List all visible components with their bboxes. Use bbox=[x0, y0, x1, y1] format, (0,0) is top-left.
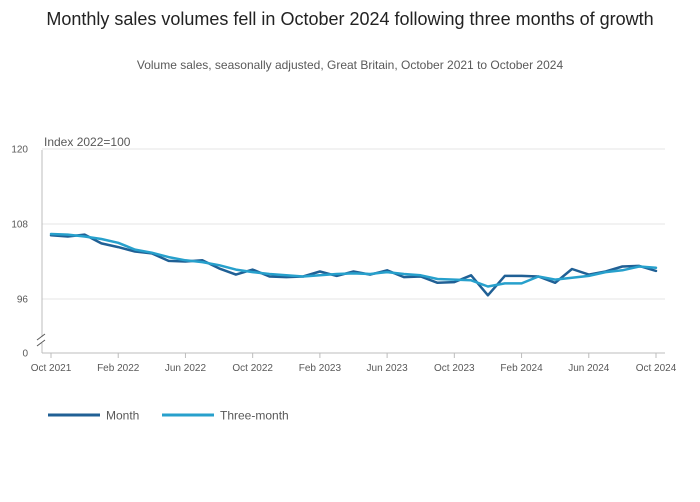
series-line-month bbox=[49, 233, 658, 297]
x-axis: Oct 2021 Feb 2022 Jun 2022 Oct 2022 Feb 2023… bbox=[31, 352, 677, 374]
x-tick-label: Oct 2024 bbox=[636, 363, 677, 374]
y-tick-label: 96 bbox=[17, 295, 29, 306]
y-tick-label: 120 bbox=[11, 145, 28, 156]
x-tick-label: Jun 2022 bbox=[165, 363, 207, 374]
x-tick-label: Oct 2023 bbox=[434, 363, 475, 374]
y-tick-label: 108 bbox=[11, 220, 28, 231]
y-tick-label: 0 bbox=[22, 349, 28, 360]
series-lines bbox=[49, 232, 658, 297]
y-axis-label: Index 2022=100 bbox=[44, 135, 131, 149]
axis-break-icon bbox=[36, 333, 46, 347]
x-tick-label: Jun 2024 bbox=[568, 363, 610, 374]
y-axis: 120 108 96 0 Index 2022=100 bbox=[11, 135, 130, 360]
series-line-three-month bbox=[49, 232, 658, 288]
x-tick-label: Feb 2022 bbox=[97, 363, 140, 374]
legend-label: Three-month bbox=[220, 409, 289, 423]
x-tick-label: Feb 2024 bbox=[500, 363, 543, 374]
chart-subtitle: Volume sales, seasonally adjusted, Great… bbox=[136, 58, 564, 72]
gridlines bbox=[42, 148, 665, 300]
legend: Month Three-month bbox=[48, 409, 289, 423]
x-tick-label: Jun 2023 bbox=[367, 363, 409, 374]
x-tick-label: Oct 2021 bbox=[31, 363, 72, 374]
legend-label: Month bbox=[106, 409, 139, 423]
chart-title: Monthly sales volumes fell in October 20… bbox=[46, 9, 654, 29]
x-tick-label: Feb 2023 bbox=[299, 363, 342, 374]
x-tick-label: Oct 2022 bbox=[232, 363, 273, 374]
